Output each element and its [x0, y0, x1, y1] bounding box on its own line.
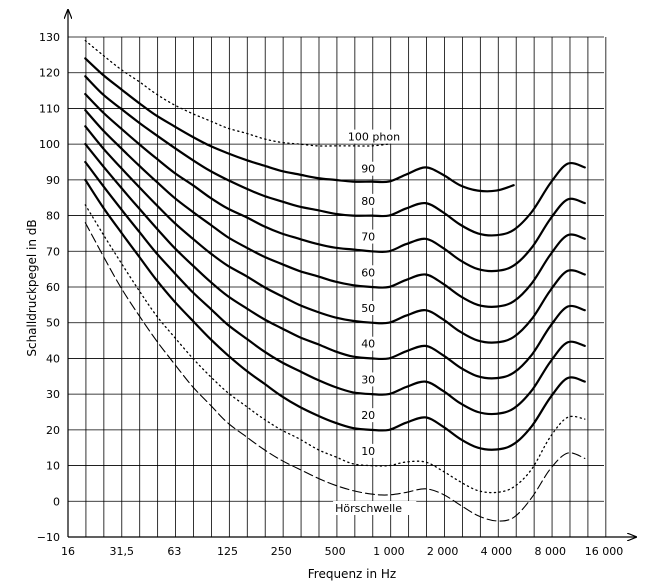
x-tick-label: 31,5 [110, 545, 135, 558]
y-tick-label: 20 [46, 424, 60, 437]
x-tick-label: 8 000 [534, 545, 566, 558]
curve-label-bg [359, 229, 378, 244]
curve-label-bg [359, 336, 378, 351]
curve-50-phon [84, 125, 586, 344]
x-tick-label: 2 000 [427, 545, 459, 558]
x-tick-label: 1 000 [373, 545, 405, 558]
curve-10-phon [84, 204, 586, 494]
curve-70-phon [84, 93, 586, 273]
curve-100-phon [84, 39, 390, 147]
curve-h-rschwelle [84, 222, 586, 522]
curve-label: 80 [361, 195, 375, 208]
curve-label-bg [333, 501, 417, 515]
curve-label: 30 [361, 373, 375, 386]
y-tick-label: 50 [46, 317, 60, 330]
curve-90-phon [84, 57, 515, 193]
y-tick-label: 130 [39, 31, 60, 44]
curve-label: 60 [361, 266, 375, 279]
x-tick-label: 16 000 [585, 545, 624, 558]
curve-labels: Hörschwelle 10 20 30 40 50 60 70 80 90 100 phon [333, 129, 417, 515]
curve-20-phon [84, 178, 586, 451]
curve-label: 70 [361, 231, 375, 244]
x-tick-label: 125 [217, 545, 238, 558]
x-axis-title: Frequenz in Hz [308, 567, 396, 581]
x-tick-label: 500 [325, 545, 346, 558]
x-tick-label: 4 000 [481, 545, 513, 558]
curves [84, 39, 586, 522]
curve-label: 20 [361, 409, 375, 422]
axes [68, 10, 636, 537]
curve-label-bg [359, 443, 378, 458]
curve-40-phon [84, 143, 586, 380]
curve-label: 100 phon [348, 131, 400, 144]
curve-60-phon [84, 109, 586, 308]
y-axis-title: Schalldruckpegel in dB [25, 219, 39, 356]
y-tick-label: 80 [46, 210, 60, 223]
y-tick-label: 120 [39, 67, 60, 80]
curve-label-bg [359, 408, 378, 423]
curve-label-bg [359, 301, 378, 315]
y-tick-label: 30 [46, 388, 60, 401]
y-tick-label: 10 [46, 460, 60, 473]
curve-label-bg [359, 193, 378, 208]
curve-label: 90 [361, 163, 375, 176]
grid [67, 36, 607, 538]
curve-30-phon [84, 160, 586, 416]
curve-label-bg [359, 265, 378, 280]
curve-label: Hörschwelle [335, 502, 402, 515]
y-tick-label: 70 [46, 245, 60, 258]
x-tick-label: 63 [167, 545, 181, 558]
y-tick-label: 60 [46, 281, 60, 294]
y-tick-label: 90 [46, 174, 60, 187]
y-tick-label: 0 [53, 495, 60, 508]
x-tick-labels: 16 31,5 63 125 250 500 1 000 2 000 4 000 8 000 16 … [61, 545, 623, 558]
curve-80-phon [84, 75, 586, 237]
curve-label: 40 [361, 338, 375, 351]
curve-label: 50 [361, 302, 375, 315]
curve-label: 10 [361, 445, 375, 458]
curve-label-bg [359, 161, 378, 176]
y-tick-label: 100 [39, 138, 60, 151]
y-tick-labels: −10 0 10 20 30 40 50 60 70 80 90 100 110 120 130 [37, 31, 60, 544]
x-tick-label: 250 [271, 545, 292, 558]
y-tick-label: 40 [46, 352, 60, 365]
curve-label-bg [359, 372, 378, 387]
curve-label-bg [345, 129, 408, 144]
y-tick-label: −10 [37, 531, 60, 544]
x-tick-label: 16 [61, 545, 75, 558]
y-tick-label: 110 [39, 102, 60, 115]
